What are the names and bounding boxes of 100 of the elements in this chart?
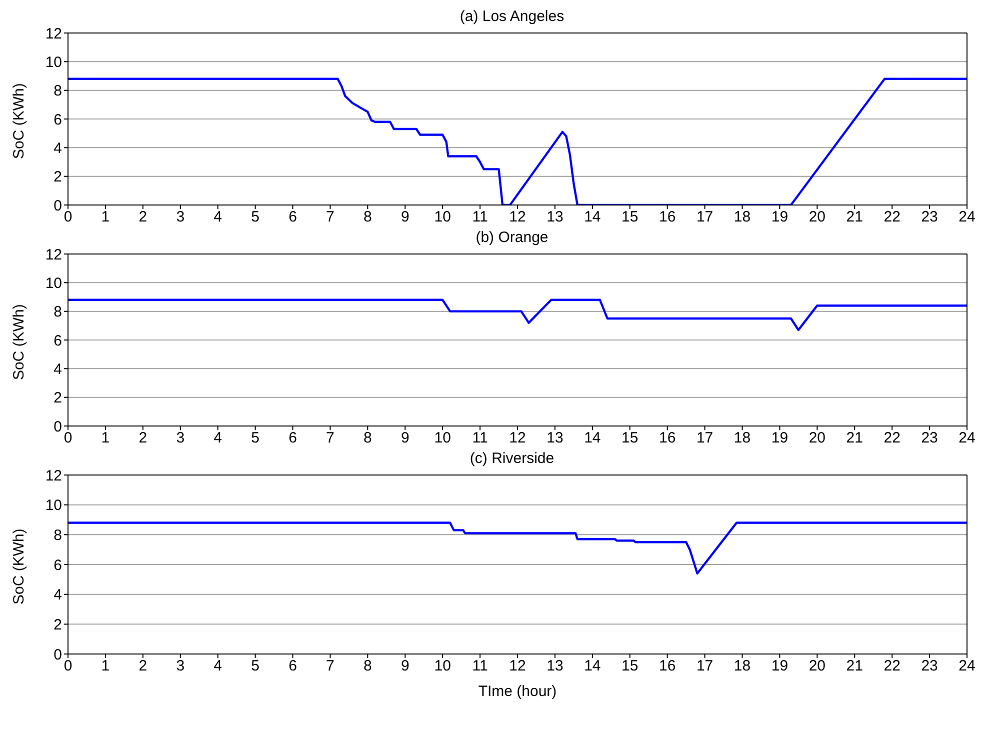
x-tick-label: 5 xyxy=(251,208,260,226)
x-tick-label: 7 xyxy=(326,658,334,675)
x-tick-label: 11 xyxy=(472,430,488,447)
x-tick-label: 3 xyxy=(176,430,185,447)
x-tick-label: 5 xyxy=(251,430,260,447)
x-tick-label: 8 xyxy=(363,658,372,675)
x-tick-label: 17 xyxy=(696,658,714,675)
y-tick-label: 6 xyxy=(54,556,62,574)
x-tick-label: 12 xyxy=(509,430,526,447)
x-tick-label: 1 xyxy=(101,430,110,447)
x-tick-label: 19 xyxy=(771,208,788,226)
y-axis-title: SoC (KWh) xyxy=(10,83,28,159)
x-tick-label: 16 xyxy=(658,208,676,226)
y-axis-title: SoC (KWh) xyxy=(10,528,28,604)
x-tick-label: 16 xyxy=(658,430,676,447)
y-tick-label: 2 xyxy=(54,168,62,186)
x-tick-label: 7 xyxy=(326,208,334,226)
x-tick-label: 2 xyxy=(138,430,148,447)
x-tick-label: 9 xyxy=(400,658,410,675)
chart-title: (a) Los Angeles xyxy=(458,8,566,26)
x-tick-label: 8 xyxy=(363,430,372,447)
x-tick-label: 20 xyxy=(808,430,826,447)
x-tick-label: 24 xyxy=(958,208,976,226)
x-tick-label: 18 xyxy=(734,208,751,226)
x-tick-label: 19 xyxy=(771,658,788,675)
y-tick-label: 12 xyxy=(45,246,62,264)
x-tick-label: 10 xyxy=(434,208,451,226)
x-tick-label: 15 xyxy=(622,208,638,226)
x-tick-label: 18 xyxy=(734,658,751,675)
x-tick-label: 17 xyxy=(696,430,714,447)
y-tick-label: 6 xyxy=(54,111,62,128)
y-tick-label: 0 xyxy=(54,646,62,664)
x-tick-label: 3 xyxy=(176,658,185,675)
x-tick-label: 6 xyxy=(288,658,297,675)
y-tick-label: 8 xyxy=(54,82,62,100)
x-tick-label: 15 xyxy=(622,658,638,675)
x-tick-label: 22 xyxy=(884,430,900,447)
y-tick-label: 0 xyxy=(54,418,62,436)
x-tick-label: 23 xyxy=(921,208,938,226)
x-tick-label: 22 xyxy=(884,658,900,675)
y-tick-label: 8 xyxy=(54,304,62,321)
x-tick-label: 13 xyxy=(546,208,564,226)
x-tick-label: 1 xyxy=(101,208,110,226)
x-tick-label: 4 xyxy=(214,208,222,226)
x-tick-label: 2 xyxy=(138,208,148,226)
x-tick-label: 13 xyxy=(546,658,564,675)
y-tick-label: 6 xyxy=(54,332,62,350)
x-tick-label: 1 xyxy=(101,658,110,675)
x-tick-label: 2 xyxy=(138,658,148,675)
x-tick-label: 23 xyxy=(921,430,938,447)
x-tick-label: 14 xyxy=(584,658,601,675)
x-tick-label: 14 xyxy=(584,430,601,447)
x-tick-label: 24 xyxy=(958,430,976,447)
x-tick-label: 14 xyxy=(584,208,601,226)
x-tick-label: 3 xyxy=(176,208,185,226)
x-tick-label: 6 xyxy=(288,208,297,226)
y-tick-label: 10 xyxy=(45,54,62,71)
x-axis-title: TIme (hour) xyxy=(478,683,557,700)
line-series xyxy=(68,522,967,575)
x-tick-label: 24 xyxy=(958,658,976,675)
x-tick-label: 7 xyxy=(326,430,334,447)
x-tick-label: 21 xyxy=(846,658,863,675)
x-tick-label: 10 xyxy=(434,430,451,447)
x-tick-label: 20 xyxy=(808,658,826,675)
y-tick-label: 12 xyxy=(45,467,62,484)
y-tick-label: 2 xyxy=(54,616,62,634)
x-tick-label: 5 xyxy=(251,658,260,675)
x-tick-label: 6 xyxy=(288,430,297,447)
y-tick-label: 0 xyxy=(54,197,62,214)
y-tick-label: 2 xyxy=(54,390,62,407)
x-tick-label: 11 xyxy=(472,658,488,675)
x-tick-label: 15 xyxy=(622,430,638,447)
x-tick-label: 9 xyxy=(400,430,410,447)
chart-title: (c) Riverside xyxy=(468,450,556,468)
y-tick-label: 4 xyxy=(54,140,62,157)
x-tick-label: 8 xyxy=(363,208,372,226)
x-tick-label: 12 xyxy=(509,658,526,675)
x-tick-label: 23 xyxy=(921,658,938,675)
chart-title: (b) Orange xyxy=(474,229,550,247)
x-tick-label: 16 xyxy=(658,658,676,675)
x-tick-label: 22 xyxy=(884,208,900,226)
y-tick-label: 12 xyxy=(45,25,62,42)
line-series xyxy=(68,298,967,332)
x-tick-label: 20 xyxy=(808,208,826,226)
x-tick-label: 4 xyxy=(214,658,222,675)
x-tick-label: 21 xyxy=(846,430,863,447)
y-tick-label: 4 xyxy=(54,360,62,378)
y-tick-label: 8 xyxy=(54,526,62,544)
x-tick-label: 13 xyxy=(546,430,564,447)
y-tick-label: 10 xyxy=(45,497,62,514)
x-tick-label: 17 xyxy=(696,208,714,226)
x-tick-label: 10 xyxy=(434,658,451,675)
y-axis-title: SoC (KWh) xyxy=(10,304,28,380)
x-tick-label: 12 xyxy=(509,208,526,226)
x-tick-label: 18 xyxy=(734,430,751,447)
x-tick-label: 19 xyxy=(771,430,788,447)
x-tick-label: 11 xyxy=(472,208,488,226)
y-tick-label: 4 xyxy=(54,586,62,604)
x-tick-label: 4 xyxy=(214,430,222,447)
x-tick-label: 9 xyxy=(400,208,410,226)
